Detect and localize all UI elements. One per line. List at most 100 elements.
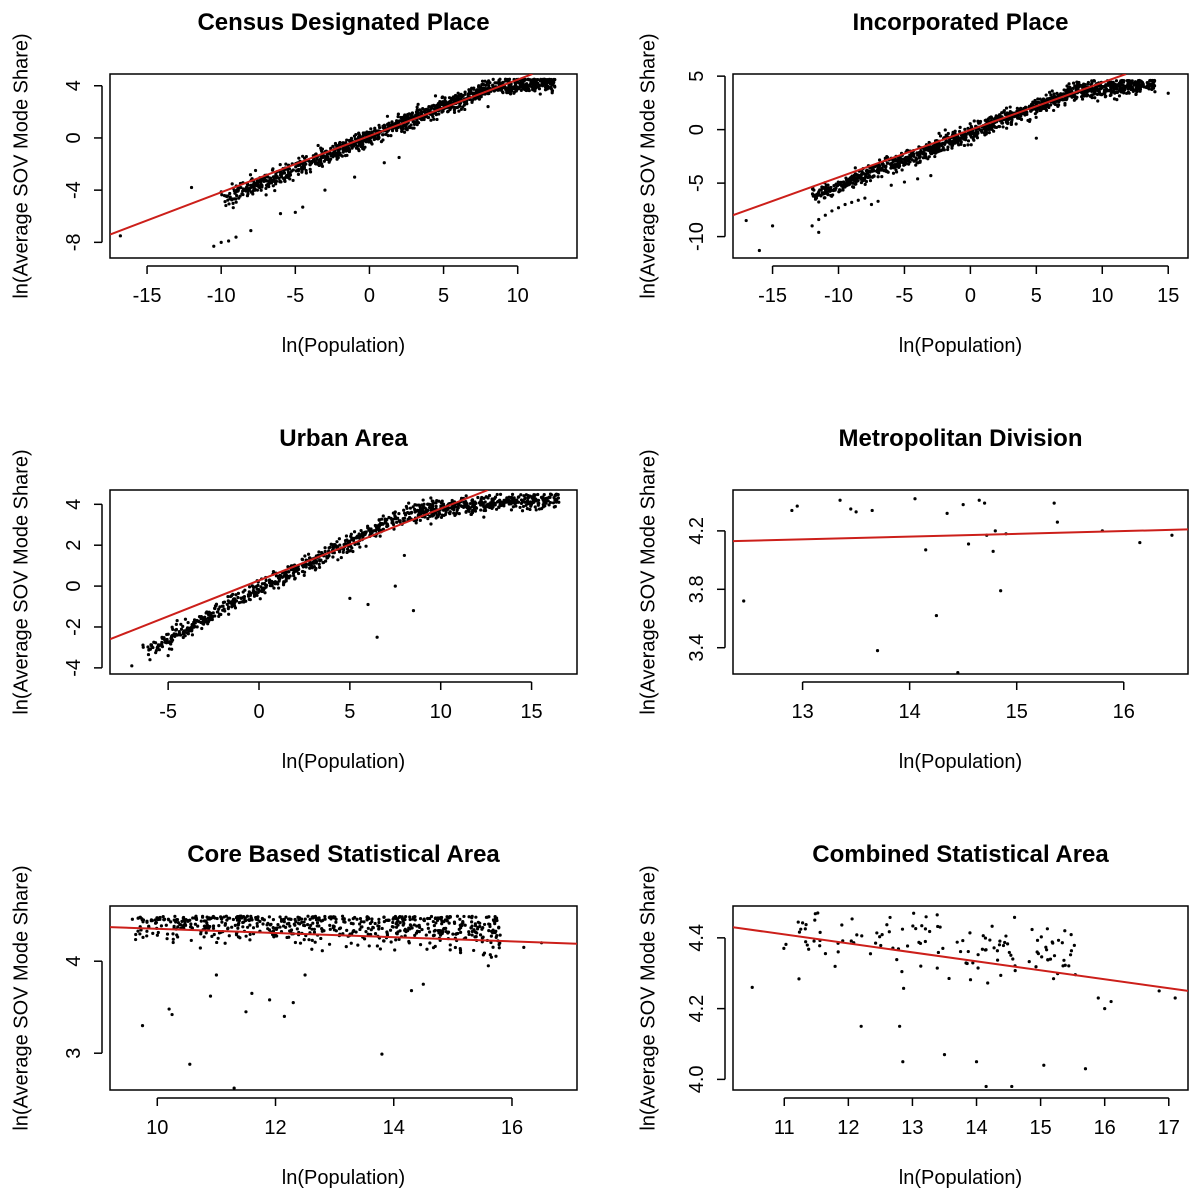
data-point <box>900 969 904 974</box>
data-point <box>1045 948 1049 952</box>
data-point <box>235 193 239 198</box>
data-point <box>185 630 189 635</box>
data-point <box>248 173 253 177</box>
data-point <box>291 168 295 172</box>
data-point <box>1111 89 1115 93</box>
data-point <box>990 116 994 120</box>
data-point <box>386 123 391 127</box>
data-point <box>1028 118 1032 122</box>
data-point <box>256 583 260 587</box>
data-point <box>1046 103 1050 107</box>
y-tick-label: 5 <box>686 71 708 82</box>
data-point <box>1157 989 1161 993</box>
data-point <box>205 610 209 614</box>
data-point <box>486 105 490 109</box>
data-point <box>818 944 822 948</box>
data-point <box>232 197 236 201</box>
data-point <box>923 927 928 931</box>
data-point <box>423 108 427 112</box>
data-point <box>412 126 416 130</box>
chart-title: Metropolitan Division <box>838 425 1082 452</box>
data-point <box>189 625 194 629</box>
data-point <box>241 192 245 197</box>
data-point <box>160 645 165 649</box>
data-point <box>269 176 273 180</box>
data-point <box>186 620 190 625</box>
data-point <box>186 919 190 923</box>
data-point <box>407 116 411 121</box>
data-point <box>426 926 430 930</box>
data-point <box>315 157 319 161</box>
data-point <box>1117 94 1122 98</box>
data-point <box>427 505 432 510</box>
data-point <box>1060 941 1064 945</box>
data-point <box>984 948 988 952</box>
data-point <box>803 927 807 931</box>
data-point <box>439 101 444 105</box>
data-point <box>992 125 997 129</box>
data-point <box>255 587 259 591</box>
data-point <box>487 915 491 919</box>
data-point <box>358 927 362 932</box>
data-point <box>309 923 313 927</box>
data-point <box>946 145 950 149</box>
data-point <box>1000 119 1004 123</box>
data-point <box>304 171 308 175</box>
data-point <box>402 511 407 515</box>
data-point <box>377 518 381 522</box>
data-point <box>387 918 391 922</box>
data-point <box>519 493 523 497</box>
data-point <box>242 594 247 599</box>
data-point <box>130 664 134 668</box>
data-point <box>1069 949 1074 953</box>
data-point <box>1087 88 1091 92</box>
data-point <box>986 981 990 985</box>
data-point <box>234 235 238 239</box>
data-point <box>355 535 359 539</box>
data-point <box>887 930 891 934</box>
data-point <box>850 917 854 921</box>
y-tick-label: 0 <box>63 581 85 592</box>
data-point <box>215 940 219 945</box>
data-point <box>915 161 919 165</box>
data-point <box>301 167 305 171</box>
data-point <box>1002 109 1006 113</box>
data-point <box>969 143 973 147</box>
data-point <box>991 549 995 553</box>
x-tick-label: 5 <box>1031 285 1042 307</box>
data-point <box>447 921 451 925</box>
data-point <box>179 923 183 927</box>
data-point <box>241 189 245 193</box>
data-point <box>1034 115 1038 119</box>
data-point <box>348 596 352 600</box>
data-point <box>556 493 560 497</box>
y-tick-label: 4 <box>63 80 85 91</box>
data-point <box>310 915 314 919</box>
data-point <box>533 497 537 501</box>
x-tick-label: 0 <box>253 701 264 723</box>
data-point <box>323 917 327 921</box>
data-point <box>1071 86 1075 90</box>
chart-panel-4: Metropolitan Division 13 14 15 16 3.4 3.8 4.2 ln… <box>637 425 1189 773</box>
data-point <box>334 929 338 933</box>
data-point <box>469 91 473 95</box>
data-point <box>526 83 530 88</box>
data-point <box>378 534 382 538</box>
data-point <box>157 648 161 652</box>
data-point <box>448 948 452 952</box>
data-point <box>227 202 231 206</box>
data-point <box>375 635 379 639</box>
data-point <box>172 632 176 636</box>
data-point <box>1138 540 1142 545</box>
data-point <box>486 964 490 968</box>
data-point <box>1067 964 1071 968</box>
y-tick-label: -2 <box>63 618 85 636</box>
data-point <box>165 937 169 941</box>
data-point <box>891 159 896 163</box>
data-point <box>301 154 305 158</box>
data-point <box>369 932 373 937</box>
data-point <box>282 580 286 584</box>
data-point <box>532 86 536 90</box>
data-point <box>1146 86 1151 90</box>
data-point <box>260 916 264 921</box>
